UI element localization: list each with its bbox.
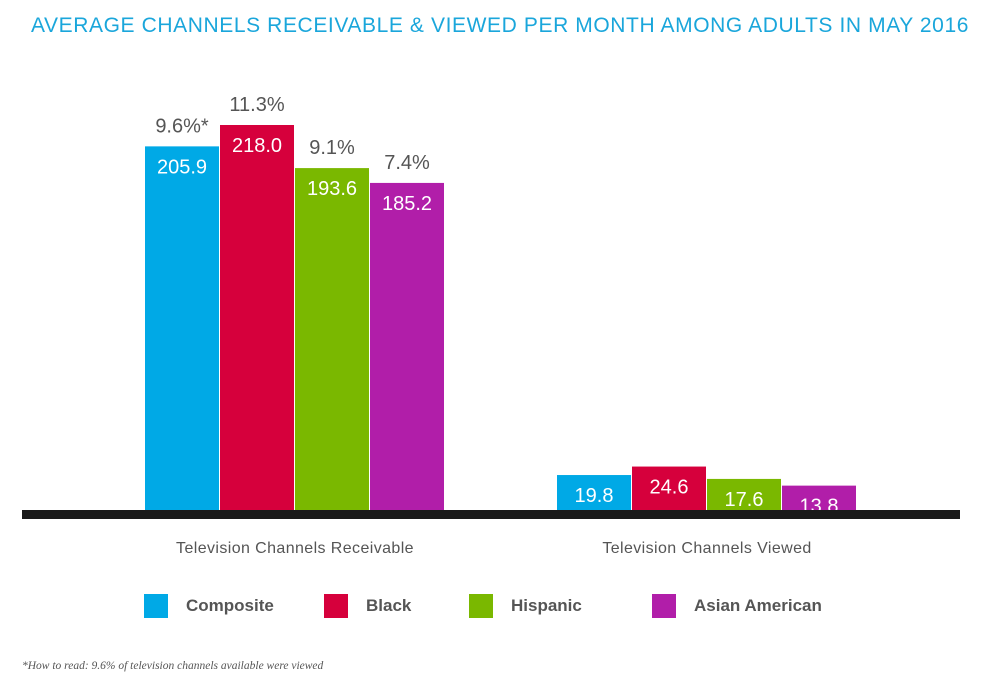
x-axis-baseline	[22, 510, 960, 519]
pct-label-black: 11.3%	[229, 94, 284, 116]
footnote: *How to read: 9.6% of television channel…	[22, 660, 324, 672]
bar-composite-viewed	[557, 475, 631, 510]
value-label-black-viewed: 24.6	[650, 477, 689, 499]
value-label-black-receivable: 218.0	[232, 135, 282, 157]
legend-label-asian-american: Asian American	[694, 596, 822, 615]
legend-swatch-hispanic	[469, 594, 493, 618]
value-label-composite-viewed: 19.8	[575, 485, 614, 507]
bar-black-receivable	[220, 125, 294, 510]
bar-composite-receivable	[145, 146, 219, 510]
legend-label-hispanic: Hispanic	[511, 596, 582, 615]
value-label-asian-american-receivable: 185.2	[382, 193, 432, 215]
legend-item-black: Black	[324, 592, 411, 620]
legend-item-composite: Composite	[144, 592, 274, 620]
legend-label-composite: Composite	[186, 596, 274, 615]
bar-hispanic-viewed	[707, 478, 781, 510]
bar-black-viewed	[632, 466, 706, 510]
bar-asian-american-receivable	[370, 182, 444, 510]
bar-hispanic-receivable	[295, 168, 369, 510]
chart-title: AVERAGE CHANNELS RECEIVABLE & VIEWED PER…	[30, 14, 970, 37]
legend: Composite Black Hispanic Asian American	[144, 592, 864, 620]
pct-label-hispanic: 9.1%	[309, 137, 355, 159]
bars-layer	[145, 125, 856, 510]
pct-label-asian-american: 7.4%	[384, 152, 430, 174]
value-label-hispanic-viewed: 17.6	[725, 489, 764, 511]
legend-swatch-composite	[144, 594, 168, 618]
legend-swatch-black	[324, 594, 348, 618]
pct-label-composite: 9.6%*	[155, 115, 209, 137]
bar-asian-american-viewed	[782, 485, 856, 510]
category-labels: Television Channels Receivable Television…	[176, 540, 811, 557]
legend-item-asian-american: Asian American	[652, 592, 822, 620]
legend-label-black: Black	[366, 596, 412, 615]
value-label-composite-receivable: 205.9	[157, 156, 207, 178]
category-label-television-channels-viewed: Television Channels Viewed	[602, 540, 811, 557]
labels-layer: 205.9 9.6%* 218.0 11.3% 193.6 9.1% 185.2 7.4% 19…	[155, 94, 838, 518]
value-label-hispanic-receivable: 193.6	[307, 178, 357, 200]
legend-swatch-asian-american	[652, 594, 676, 618]
legend-item-hispanic: Hispanic	[469, 592, 582, 620]
category-label-television-channels-receivable: Television Channels Receivable	[176, 540, 414, 557]
